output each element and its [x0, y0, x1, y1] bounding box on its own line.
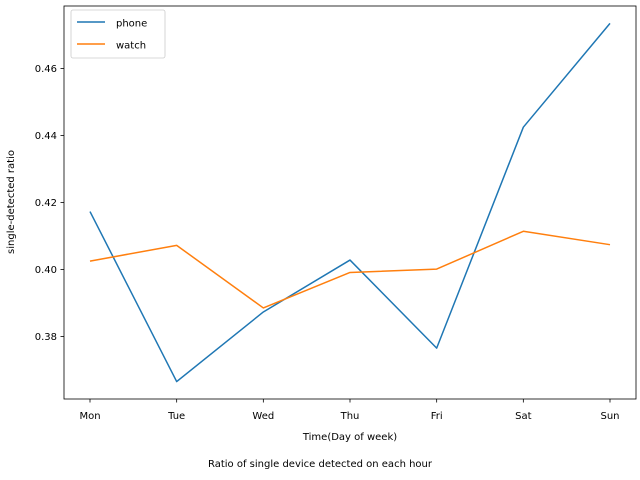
y-axis: 0.38 0.40 0.42 0.44 0.46 [35, 64, 64, 343]
legend: phone watch [70, 9, 166, 59]
plot-frame [63, 5, 637, 400]
y-axis-label: single-detected ratio [6, 150, 17, 254]
figure-caption: Ratio of single device detected on each … [208, 459, 432, 470]
series-lines [89, 22, 611, 383]
y-tick-label: 0.40 [35, 265, 57, 276]
x-axis-label: Time(Day of week) [302, 432, 397, 443]
y-tick-label: 0.38 [35, 332, 57, 343]
series-line-phone [89, 22, 611, 383]
series-line-watch [89, 230, 611, 309]
y-tick-label: 0.42 [35, 198, 57, 209]
x-tick-label: Sat [515, 411, 531, 422]
x-tick-label: Mon [79, 411, 100, 422]
x-tick-label: Fri [431, 411, 443, 422]
x-tick-label: Wed [252, 411, 274, 422]
x-axis: Mon Tue Wed Thu Fri Sat Sun [79, 399, 620, 422]
y-tick-label: 0.46 [35, 64, 57, 75]
x-tick-label: Sun [600, 411, 619, 422]
y-tick-label: 0.44 [35, 131, 57, 142]
plot-area [63, 5, 637, 400]
x-tick-label: Tue [167, 411, 185, 422]
legend-label-watch: watch [116, 41, 146, 52]
x-tick-label: Thu [340, 411, 360, 422]
legend-label-phone: phone [116, 19, 147, 30]
